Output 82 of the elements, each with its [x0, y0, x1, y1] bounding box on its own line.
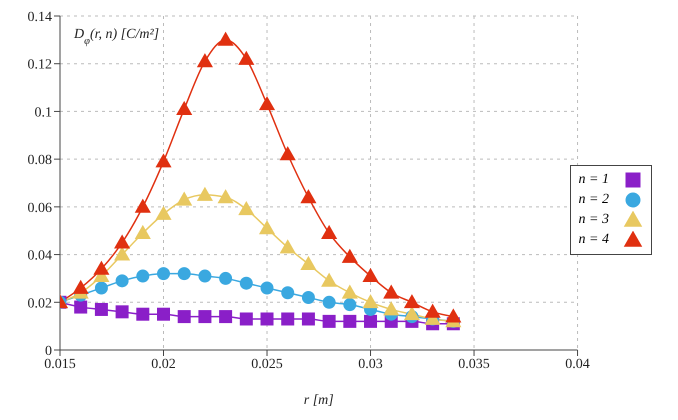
point	[218, 32, 234, 46]
point	[362, 268, 378, 282]
point	[343, 314, 356, 328]
y-tick-label: 0.12	[28, 58, 52, 73]
point	[218, 190, 234, 204]
y-tick-label: 0.08	[28, 153, 52, 168]
point	[280, 240, 296, 254]
x-tick-label: 0.02	[151, 356, 176, 372]
point	[240, 276, 253, 290]
point	[156, 206, 172, 220]
point	[219, 310, 232, 324]
point	[384, 302, 399, 316]
point	[302, 291, 315, 304]
legend-label: n = 4	[578, 232, 609, 248]
point	[94, 302, 108, 316]
point	[198, 310, 212, 324]
point	[176, 101, 192, 115]
point	[135, 199, 151, 213]
point	[260, 312, 274, 326]
y-tick-label: 0.06	[28, 200, 52, 216]
point	[219, 272, 232, 285]
x-tick-label: 0.015	[44, 356, 76, 372]
point	[342, 249, 358, 263]
point	[321, 225, 337, 239]
point	[197, 187, 213, 201]
point	[136, 270, 150, 283]
point	[73, 280, 88, 294]
y-tick-label: 0.04	[28, 248, 52, 264]
x-tick-label: 0.03	[358, 356, 383, 372]
x-tick-label: 0.04	[565, 356, 590, 372]
point	[178, 267, 191, 280]
point	[322, 314, 336, 328]
y-tick-label: 0.1	[34, 105, 52, 120]
point	[136, 308, 150, 321]
legend-label: n = 1	[578, 172, 609, 188]
point	[300, 190, 316, 204]
legend-label: n = 3	[578, 212, 609, 228]
point	[343, 298, 356, 312]
point	[364, 314, 378, 328]
point	[321, 273, 337, 287]
point	[114, 234, 130, 249]
point	[384, 285, 399, 299]
point	[446, 308, 462, 322]
point	[300, 256, 316, 270]
point	[280, 146, 296, 160]
x-tick-label: 0.035	[458, 356, 490, 372]
point	[198, 270, 212, 283]
point	[404, 294, 420, 308]
point	[259, 220, 275, 234]
point	[238, 202, 254, 216]
point	[178, 310, 191, 324]
point	[342, 285, 358, 299]
y-tick-label: 0.14	[28, 10, 52, 25]
point	[135, 225, 151, 239]
point	[259, 96, 275, 110]
point	[94, 261, 110, 275]
point	[94, 281, 108, 294]
point	[156, 154, 172, 168]
point	[362, 294, 378, 308]
point	[260, 281, 274, 294]
y-axis-title: D$_{φ}$(r, n) [C/m²]	[73, 27, 160, 46]
point	[157, 267, 170, 280]
point	[176, 192, 192, 206]
point	[404, 306, 420, 320]
point	[281, 312, 294, 326]
point	[157, 308, 170, 321]
point	[322, 296, 336, 309]
point	[240, 312, 253, 326]
y-tick-label: 0.02	[28, 296, 52, 312]
point	[74, 300, 88, 314]
point	[116, 274, 129, 288]
point	[114, 246, 130, 260]
x-axis-title: r [m]	[304, 393, 334, 408]
point	[302, 312, 315, 326]
y-tick-label: 0	[45, 344, 52, 359]
legend-label: n = 2	[578, 192, 609, 208]
point	[281, 286, 294, 300]
point	[116, 305, 129, 318]
point	[197, 54, 213, 68]
x-tick-label: 0.025	[251, 356, 283, 372]
point	[424, 304, 440, 318]
point	[238, 51, 254, 65]
